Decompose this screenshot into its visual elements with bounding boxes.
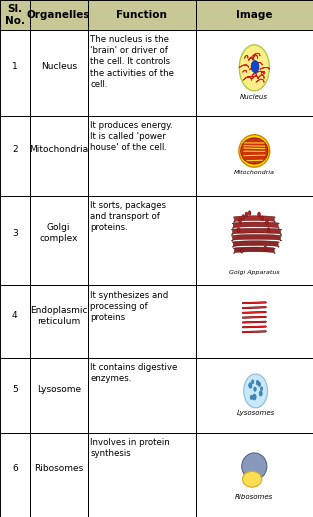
Bar [88,0,196,30]
Bar [196,433,313,517]
Ellipse shape [242,453,267,480]
Bar [88,30,196,116]
Bar [196,195,313,285]
Circle shape [258,212,260,217]
Text: Involves in protein
synthesis: Involves in protein synthesis [90,438,170,459]
Bar [88,285,196,358]
Circle shape [259,391,262,396]
Circle shape [240,249,243,253]
Circle shape [264,246,267,251]
Bar [30,433,88,517]
Bar [88,433,196,517]
Bar [88,195,196,285]
Bar [30,30,88,116]
Text: Image: Image [236,10,273,20]
Bar [0,195,30,285]
Polygon shape [231,229,282,235]
Text: 6: 6 [12,464,18,473]
Text: 5: 5 [12,385,18,394]
Circle shape [250,396,253,400]
Circle shape [252,380,254,384]
Text: It synthesizes and
processing of
proteins: It synthesizes and processing of protein… [90,291,168,322]
Circle shape [261,216,264,221]
Circle shape [265,220,268,224]
Text: Lysosome: Lysosome [37,385,81,394]
Circle shape [260,387,263,391]
Text: Sl.
No.: Sl. No. [5,4,25,26]
Bar [196,0,313,30]
Ellipse shape [251,60,259,72]
Text: 2: 2 [12,145,18,154]
Bar [0,433,30,517]
Circle shape [258,382,261,387]
Bar [88,116,196,195]
Ellipse shape [243,472,262,487]
Circle shape [239,219,242,223]
Text: Function: Function [116,10,167,20]
Text: Golgi Apparatus: Golgi Apparatus [229,270,280,275]
Ellipse shape [257,466,264,476]
Text: It sorts, packages
and transport of
proteins.: It sorts, packages and transport of prot… [90,201,166,232]
Bar [30,285,88,358]
Text: 1: 1 [12,62,18,71]
Text: Nucleus: Nucleus [41,62,77,71]
Text: It contains digestive
enzymes.: It contains digestive enzymes. [90,363,177,383]
Ellipse shape [239,45,269,91]
Circle shape [249,383,252,388]
Circle shape [242,215,245,219]
Bar [196,116,313,195]
Text: Ribosomes: Ribosomes [34,464,83,473]
Text: It produces energy.
It is called 'power
house' of the cell.: It produces energy. It is called 'power … [90,121,173,152]
Text: Golgi
complex: Golgi complex [39,223,78,244]
Polygon shape [233,247,275,253]
Text: Nucleus: Nucleus [240,94,268,100]
Bar [0,30,30,116]
Bar [196,358,313,433]
Polygon shape [231,235,282,241]
Bar [196,30,313,116]
Bar [0,358,30,433]
Circle shape [245,212,248,217]
Bar [0,116,30,195]
Text: Endoplasmic
reticulum: Endoplasmic reticulum [30,306,87,326]
Ellipse shape [244,374,268,408]
Circle shape [267,227,270,232]
Ellipse shape [239,135,270,167]
Circle shape [237,227,240,232]
Circle shape [256,380,259,385]
Bar [196,285,313,358]
Text: 4: 4 [12,311,18,321]
Text: Mitochondria: Mitochondria [234,170,275,175]
Text: Organelles: Organelles [27,10,90,20]
Polygon shape [232,241,279,247]
Text: The nucleus is the
'brain' or driver of
the cell. It controls
the activities of : The nucleus is the 'brain' or driver of … [90,35,174,89]
Bar [30,195,88,285]
Bar [0,285,30,358]
Circle shape [253,394,256,400]
Text: Lysosomes: Lysosomes [237,410,275,416]
Bar [30,358,88,433]
Ellipse shape [241,139,267,163]
Circle shape [254,387,256,391]
Bar [88,358,196,433]
Text: Mitochondria: Mitochondria [29,145,88,154]
Text: Ribosomes: Ribosomes [235,494,274,500]
Bar [30,116,88,195]
Text: 3: 3 [12,229,18,238]
Polygon shape [233,216,275,222]
Polygon shape [232,222,279,229]
Bar [0,0,30,30]
Bar [30,0,88,30]
Circle shape [248,211,251,216]
